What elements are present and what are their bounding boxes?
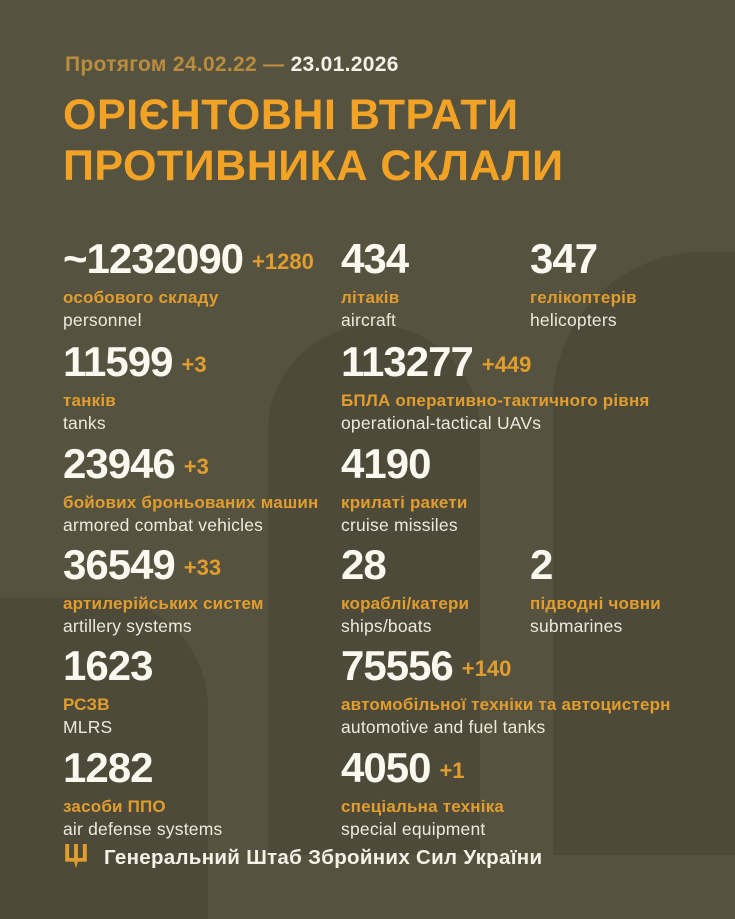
stat-increment: +1	[439, 758, 465, 783]
stat-label-ua: автомобільної техніки та автоцистерн	[341, 695, 671, 714]
stat-value: 347	[530, 235, 598, 282]
footer-source-text: Генеральний Штаб Збройних Сил України	[104, 846, 543, 869]
stat-value: 75556	[341, 642, 454, 689]
stat-label-en: personnel	[63, 310, 142, 330]
stat-label-ua: гелікоптерів	[530, 288, 637, 307]
stat-aircraft: 434 літаків aircraft	[341, 238, 417, 331]
stat-value: 434	[341, 235, 409, 282]
stat-increment: +3	[183, 454, 209, 479]
stat-label-en: ships/boats	[341, 616, 432, 636]
stat-label-ua: артилерійських систем	[63, 594, 264, 613]
stat-label-ua: підводні човни	[530, 594, 661, 613]
stat-automotive: 75556 +140 автомобільної техніки та автоц…	[341, 645, 671, 738]
stat-label-en: special equipment	[341, 819, 486, 839]
stat-label-ua: засоби ППО	[63, 797, 166, 816]
stat-value: 4050	[341, 744, 431, 791]
stat-special-equipment: 4050 +1 спеціальна техніка special equipm…	[341, 747, 504, 840]
tryzub-trident-icon	[65, 844, 87, 869]
period-end-date: 23.01.2026	[290, 53, 399, 76]
watermark-trident-center-tine	[268, 325, 480, 855]
report-period: Протягом 24.02.22 — 23.01.2026	[65, 53, 399, 77]
stat-label-en: MLRS	[63, 717, 113, 737]
stat-label-ua: БПЛА оперативно-тактичного рівня	[341, 391, 650, 410]
stat-submarines: 2 підводні човни submarines	[530, 544, 661, 637]
stat-label-en: tanks	[63, 413, 106, 433]
stat-personnel: ~1232090 +1280 особового складу personnel	[63, 238, 314, 331]
watermark-trident-left-tine	[0, 598, 208, 919]
stat-label-en: cruise missiles	[341, 515, 458, 535]
stat-value: 4190	[341, 440, 431, 487]
stat-label-en: air defense systems	[63, 819, 223, 839]
stat-label-en: submarines	[530, 616, 623, 636]
stat-label-en: automotive and fuel tanks	[341, 717, 546, 737]
stat-label-ua: особового складу	[63, 288, 219, 307]
stat-label-en: helicopters	[530, 310, 617, 330]
period-start-label: Протягом 24.02.22 —	[65, 53, 285, 76]
stat-mlrs: 1623 РСЗВ MLRS	[63, 645, 161, 738]
stat-increment: +1280	[252, 249, 314, 274]
stat-air-defense: 1282 засоби ППО air defense systems	[63, 747, 222, 840]
page-title-line1: ОРІЄНТОВНІ ВТРАТИ	[63, 91, 519, 139]
stat-helicopters: 347 гелікоптерів helicopters	[530, 238, 637, 331]
stat-uavs: 113277 +449 БПЛА оперативно-тактичного рі…	[341, 341, 650, 434]
stat-label-ua: крилаті ракети	[341, 493, 468, 512]
stat-label-ua: кораблі/катери	[341, 594, 470, 613]
stat-label-ua: спеціальна техніка	[341, 797, 505, 816]
stat-value: 28	[341, 541, 387, 588]
stat-label-ua: літаків	[341, 288, 400, 307]
stat-cruise-missiles: 4190 крилаті ракети cruise missiles	[341, 443, 468, 536]
page-title-line2: ПРОТИВНИКА СКЛАЛИ	[63, 142, 564, 190]
stat-label-ua: бойових броньованих машин	[63, 493, 319, 512]
stat-value: 113277	[341, 338, 474, 385]
stat-ships: 28 кораблі/катери ships/boats	[341, 544, 469, 637]
stat-value: 1282	[63, 744, 153, 791]
stat-label-en: armored combat vehicles	[63, 515, 264, 535]
stat-armored-vehicles: 23946 +3 бойових броньованих машин armore…	[63, 443, 318, 536]
stat-value: 36549	[63, 541, 176, 588]
stat-value: 2	[530, 541, 553, 588]
stat-increment: +3	[181, 352, 207, 377]
stat-label-en: aircraft	[341, 310, 397, 330]
watermark-trident-right-tine	[553, 252, 735, 855]
stat-value: 11599	[63, 338, 173, 385]
stat-label-en: operational-tactical UAVs	[341, 413, 542, 433]
stat-artillery: 36549 +33 артилерійських систем artillery…	[63, 544, 264, 637]
stat-label-ua: танків	[63, 391, 116, 410]
stat-value: 1623	[63, 642, 153, 689]
footer-source: Генеральний Штаб Збройних Сил України	[65, 844, 542, 872]
stat-increment: +140	[461, 656, 512, 681]
stat-label-ua: РСЗВ	[63, 695, 110, 714]
stat-value: ~1232090	[63, 235, 244, 282]
stat-increment: +33	[183, 555, 222, 580]
stat-value: 23946	[63, 440, 176, 487]
stat-tanks: 11599 +3 танків tanks	[63, 341, 207, 434]
stat-increment: +449	[481, 352, 532, 377]
page-title: ОРІЄНТОВНІ ВТРАТИ ПРОТИВНИКА СКЛАЛИ	[63, 90, 703, 192]
stat-label-en: artillery systems	[63, 616, 192, 636]
